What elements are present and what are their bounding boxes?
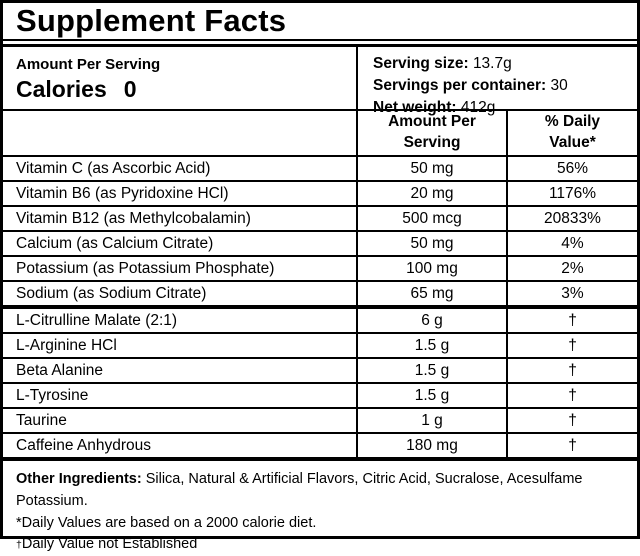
- net-weight-line: Net weight: 412g: [373, 97, 637, 119]
- ingredient-daily-value: †: [568, 336, 577, 354]
- table-row: Taurine 1 g †: [3, 409, 637, 434]
- net-weight-label: Net weight:: [373, 99, 457, 116]
- calories-value: 0: [123, 76, 137, 102]
- servings-per-container-line: Servings per container: 30: [373, 75, 637, 97]
- ingredient-name: Potassium (as Potassium Phosphate): [3, 257, 358, 280]
- ingredient-name: Caffeine Anhydrous: [3, 434, 358, 457]
- table-row: L-Arginine HCl 1.5 g †: [3, 334, 637, 359]
- table-row: Vitamin B6 (as Pyridoxine HCl) 20 mg 117…: [3, 182, 637, 207]
- table-row: Sodium (as Sodium Citrate) 65 mg 3%: [3, 282, 637, 305]
- serving-size-line: Serving size: 13.7g: [373, 53, 637, 75]
- ingredient-name: Vitamin B12 (as Methylcobalamin): [3, 207, 358, 230]
- header-percent-daily-value: % Daily Value*: [544, 113, 601, 151]
- ingredient-name: Vitamin B6 (as Pyridoxine HCl): [3, 182, 358, 205]
- ingredient-amount: 6 g: [358, 309, 508, 332]
- ingredient-amount: 50 mg: [358, 232, 508, 255]
- serving-size-label: Serving size:: [373, 55, 469, 72]
- ingredient-name: L-Arginine HCl: [3, 334, 358, 357]
- ingredient-name: L-Tyrosine: [3, 384, 358, 407]
- table-row: Potassium (as Potassium Phosphate) 100 m…: [3, 257, 637, 282]
- table-row: Caffeine Anhydrous 180 mg †: [3, 434, 637, 457]
- serving-info-section: Amount Per Serving Calories 0 Serving siz…: [3, 47, 637, 116]
- table-row: Calcium (as Calcium Citrate) 50 mg 4%: [3, 232, 637, 257]
- table-row: L-Citrulline Malate (2:1) 6 g †: [3, 309, 637, 334]
- vitamins-section: Vitamin C (as Ascorbic Acid) 50 mg 56% V…: [3, 157, 637, 305]
- ingredient-amount: 180 mg: [358, 434, 508, 457]
- ingredient-daily-value: †: [568, 411, 577, 429]
- ingredient-amount: 1.5 g: [358, 384, 508, 407]
- amount-per-serving-label: Amount Per Serving: [16, 56, 161, 73]
- ingredient-daily-value: 4%: [561, 234, 584, 252]
- ingredient-daily-value: 1176%: [548, 184, 597, 202]
- ingredient-daily-value: 56%: [556, 159, 589, 177]
- ingredient-daily-value: 3%: [561, 284, 584, 302]
- table-row: Vitamin B12 (as Methylcobalamin) 500 mcg…: [3, 207, 637, 232]
- label-title: Supplement Facts: [3, 3, 637, 41]
- ingredient-daily-value: 2%: [561, 259, 584, 277]
- actives-section: L-Citrulline Malate (2:1) 6 g † L-Argini…: [3, 309, 637, 457]
- ingredient-daily-value: †: [568, 386, 577, 404]
- ingredient-daily-value: †: [568, 311, 577, 329]
- ingredient-amount: 500 mcg: [358, 207, 508, 230]
- ingredient-name: L-Citrulline Malate (2:1): [3, 309, 358, 332]
- servings-per-container-value: 30: [550, 77, 568, 94]
- calories-label: Calories: [16, 76, 107, 102]
- serving-size-block: Serving size: 13.7g Servings per contain…: [358, 47, 637, 116]
- calories-block: Amount Per Serving Calories 0: [3, 47, 358, 109]
- ingredient-amount: 1.5 g: [358, 359, 508, 382]
- ingredient-amount: 1 g: [358, 409, 508, 432]
- ingredient-amount: 20 mg: [358, 182, 508, 205]
- header-cell-empty: [3, 111, 358, 155]
- calories-line: Calories 0: [16, 76, 356, 103]
- ingredient-amount: 1.5 g: [358, 334, 508, 357]
- net-weight-value: 412g: [460, 99, 496, 116]
- ingredient-name: Sodium (as Sodium Citrate): [3, 282, 358, 305]
- header-amount-per-serving: Amount Per Serving: [358, 111, 508, 155]
- ingredient-name: Vitamin C (as Ascorbic Acid): [3, 157, 358, 180]
- table-row: Vitamin C (as Ascorbic Acid) 50 mg 56%: [3, 157, 637, 182]
- ingredient-amount: 65 mg: [358, 282, 508, 305]
- footnotes: Other Ingredients: Silica, Natural & Art…: [3, 461, 637, 556]
- ingredient-daily-value: 20833%: [544, 209, 601, 227]
- section-divider: [3, 457, 637, 461]
- title-divider-bar: [3, 44, 637, 47]
- serving-size-value: 13.7g: [472, 55, 512, 72]
- other-ingredients-text: Silica, Natural & Artificial Flavors, Ci…: [16, 471, 583, 509]
- section-divider: [3, 305, 637, 309]
- other-ingredients-label: Other Ingredients:: [16, 471, 142, 487]
- dagger-note-line: †Daily Value not Established: [16, 534, 625, 556]
- ingredient-name: Beta Alanine: [3, 359, 358, 382]
- table-row: L-Tyrosine 1.5 g †: [3, 384, 637, 409]
- ingredient-name: Taurine: [3, 409, 358, 432]
- ingredient-daily-value: †: [568, 436, 577, 454]
- other-ingredients-line: Other Ingredients: Silica, Natural & Art…: [16, 469, 625, 513]
- table-header-row: Amount Per Serving % Daily Value*: [3, 111, 637, 157]
- ingredient-name: Calcium (as Calcium Citrate): [3, 232, 358, 255]
- servings-per-container-label: Servings per container:: [373, 77, 547, 94]
- ingredient-amount: 100 mg: [358, 257, 508, 280]
- daily-values-note: *Daily Values are based on a 2000 calori…: [16, 514, 317, 531]
- table-row: Beta Alanine 1.5 g †: [3, 359, 637, 384]
- ingredient-amount: 50 mg: [358, 157, 508, 180]
- ingredient-daily-value: †: [568, 361, 577, 379]
